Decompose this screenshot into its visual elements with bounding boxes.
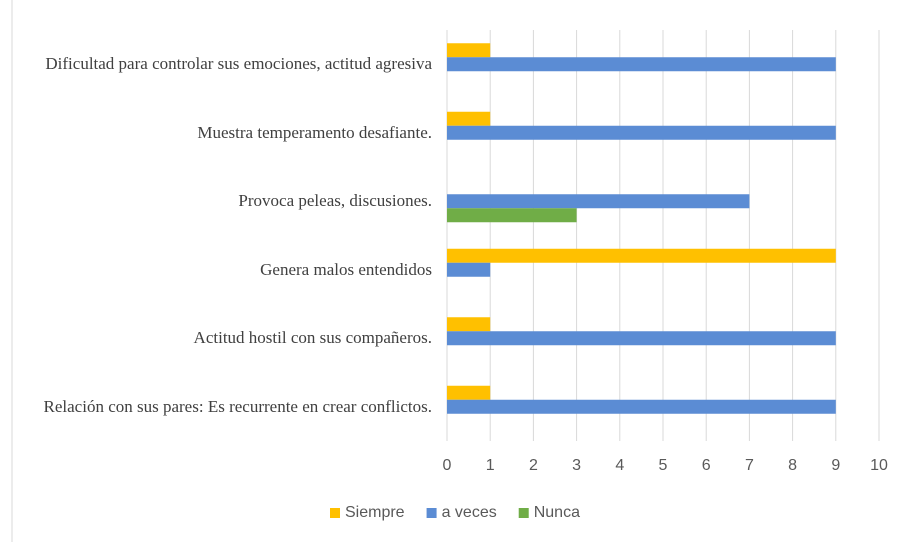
legend-swatch: [518, 508, 529, 518]
x-tick-label: 7: [745, 457, 754, 474]
bar: [447, 331, 836, 346]
x-tick-label: 9: [831, 457, 840, 474]
bar: [447, 262, 491, 277]
bar: [447, 208, 577, 223]
category-label: Muestra temperamento desafiante.: [197, 122, 432, 142]
x-tick-label: 2: [529, 457, 538, 474]
bar: [447, 317, 491, 332]
category-label: Provoca peleas, discusiones.: [238, 191, 432, 211]
bar: [447, 385, 491, 400]
x-tick-label: 4: [615, 457, 624, 474]
category-label: Dificultad para controlar sus emociones,…: [45, 54, 432, 74]
legend-label: Siempre: [345, 504, 405, 521]
legend-label: a veces: [442, 504, 497, 521]
category-label: Relación con sus pares: Es recurrente en…: [43, 396, 432, 416]
legend-swatch: [330, 508, 340, 518]
legend-swatch: [426, 508, 437, 518]
category-label: Genera malos entendidos: [260, 259, 432, 279]
bar: [447, 57, 836, 72]
x-tick-label: 5: [659, 457, 668, 474]
x-tick-label: 6: [702, 457, 711, 474]
x-tick-label: 1: [486, 457, 495, 474]
bar: [447, 125, 836, 140]
bar: [447, 194, 750, 209]
bar: [447, 248, 836, 263]
legend-label: Nunca: [534, 504, 580, 521]
x-tick-label: 8: [788, 457, 797, 474]
bar: [447, 111, 491, 126]
x-tick-label: 0: [443, 457, 452, 474]
bar: [447, 43, 491, 58]
x-tick-label: 10: [870, 457, 888, 474]
x-tick-label: 3: [572, 457, 581, 474]
category-label: Actitud hostil con sus compañeros.: [193, 328, 432, 348]
bar: [447, 399, 836, 414]
